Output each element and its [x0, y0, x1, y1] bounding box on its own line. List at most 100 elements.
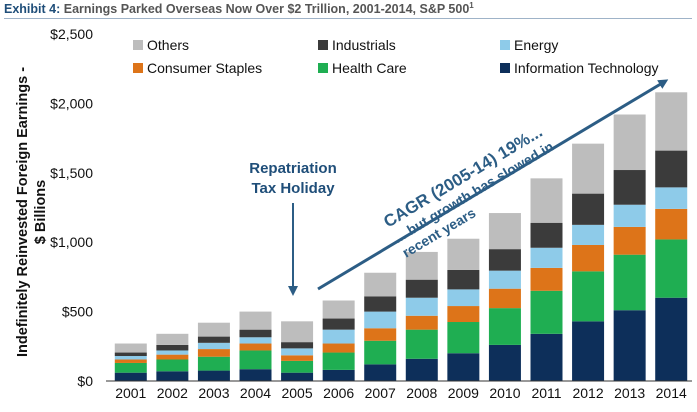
bar-segment [613, 204, 646, 227]
x-tick-label: 2014 [656, 385, 687, 401]
bar-segment [364, 311, 397, 329]
y-axis-ticks: $0 $500 $1,000 $1,500 $2,000 $2,500 [50, 26, 93, 389]
legend-label: Consumer Staples [147, 60, 262, 76]
bar-segment [488, 344, 521, 381]
bar-segment [114, 343, 147, 353]
bar-segment [447, 289, 480, 307]
bar-segment [197, 322, 230, 337]
bar-segment [572, 321, 605, 381]
x-tick-label: 2011 [531, 385, 561, 401]
bar-segment [613, 310, 646, 381]
x-tick-label: 2007 [365, 385, 396, 401]
y-axis-label-line2: $ Billions [33, 180, 49, 244]
bar-segment [488, 213, 521, 250]
bar-segment [530, 290, 563, 334]
holiday-label-line1: Repatriation [249, 160, 337, 177]
bar-segment [572, 143, 605, 194]
legend-label: Information Technology [514, 60, 659, 76]
bar-segment [239, 350, 272, 370]
bar-segment [322, 318, 355, 330]
bar-segment [156, 359, 189, 372]
y-tick-label: $1,500 [50, 165, 93, 181]
bar-segment [197, 370, 230, 381]
bar-segment [447, 269, 480, 290]
bar-segment [281, 372, 314, 381]
x-tick-label: 2006 [323, 385, 354, 401]
x-tick-label: 2010 [489, 385, 520, 401]
bar-segment [572, 224, 605, 245]
bar-segment [364, 364, 397, 381]
bar-segment [322, 369, 355, 381]
bar-segment [488, 270, 521, 289]
bar-segment [572, 193, 605, 225]
bar-segment [655, 239, 688, 298]
x-tick-label: 2013 [614, 385, 645, 401]
bar-segment [114, 352, 147, 357]
bar-segment [613, 114, 646, 171]
legend-label: Others [147, 37, 189, 53]
y-tick-label: $2,500 [50, 26, 93, 42]
bar-segment [655, 208, 688, 240]
legend-swatch [318, 40, 328, 50]
bar-segment [405, 251, 438, 280]
x-tick-label: 2003 [198, 385, 229, 401]
x-tick-label: 2005 [281, 385, 312, 401]
x-tick-label: 2004 [240, 385, 271, 401]
x-tick-label: 2008 [406, 385, 437, 401]
legend-swatch [500, 63, 510, 73]
y-tick-label: $0 [77, 373, 93, 389]
bar-segment [364, 328, 397, 341]
y-axis-title: Indefinitely Reinvested Foreign Earnings… [15, 67, 49, 357]
bar-segment [447, 353, 480, 381]
bar-segment [405, 329, 438, 359]
y-tick-label: $500 [62, 304, 93, 320]
bar-segment [156, 333, 189, 345]
bar-segment [197, 342, 230, 350]
bar-segment [613, 170, 646, 205]
bar-segment [405, 297, 438, 316]
bar-segment [281, 348, 314, 356]
exhibit-title: Exhibit 4: Earnings Parked Overseas Now … [4, 1, 474, 16]
bar-segment [613, 226, 646, 255]
bar-series [114, 92, 688, 381]
bar-segment [447, 238, 480, 270]
bar-segment [364, 296, 397, 312]
title-rule [4, 18, 692, 19]
bar-segment [114, 359, 147, 363]
bar-segment [197, 336, 230, 343]
bar-segment [364, 272, 397, 297]
legend-label: Industrials [332, 37, 396, 53]
bar-segment [281, 355, 314, 361]
bar-segment [322, 343, 355, 353]
bar-segment [655, 150, 688, 188]
y-axis-label-line1: Indefinitely Reinvested Foreign Earnings… [15, 67, 31, 357]
bar-segment [281, 321, 314, 343]
bar-segment [114, 362, 147, 373]
bar-segment [322, 329, 355, 344]
chart-title: Earnings Parked Overseas Now Over $2 Tri… [63, 2, 470, 17]
bar-segment [405, 315, 438, 330]
bar-segment [364, 340, 397, 365]
bar-segment [655, 297, 688, 381]
bar-segment [530, 178, 563, 223]
bar-segment [114, 356, 147, 360]
bar-segment [156, 344, 189, 351]
bar-segment [572, 271, 605, 322]
bar-segment [405, 279, 438, 298]
y-tick-label: $2,000 [50, 95, 93, 111]
bar-segment [239, 369, 272, 381]
bar-segment [447, 306, 480, 323]
bar-segment [655, 92, 688, 151]
bar-segment [197, 356, 230, 371]
bar-segment [530, 267, 563, 291]
bar-segment [239, 343, 272, 351]
bar-segment [281, 360, 314, 373]
bar-segment [281, 342, 314, 349]
bar-segment [156, 350, 189, 355]
x-tick-label: 2012 [572, 385, 603, 401]
bar-segment [530, 222, 563, 248]
bar-segment [322, 300, 355, 319]
growth-arrow [317, 79, 669, 291]
bar-segment [488, 308, 521, 345]
